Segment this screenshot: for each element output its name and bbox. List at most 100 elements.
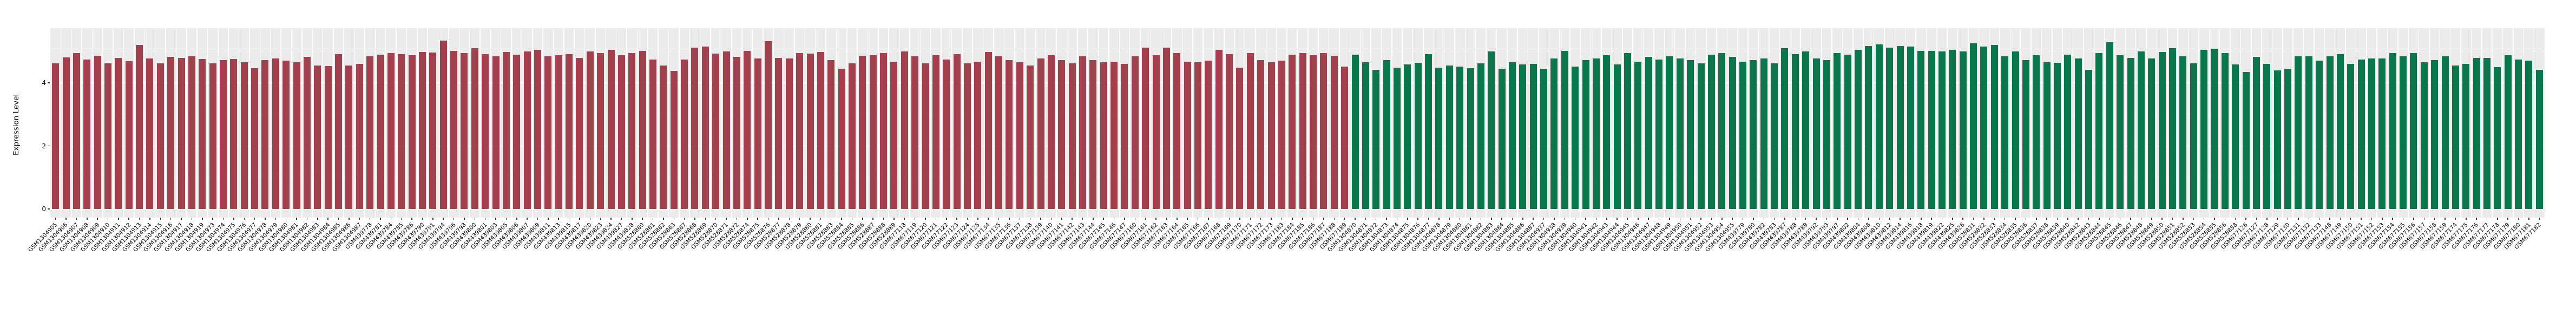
bar: [2211, 49, 2218, 209]
x-tick-mark: [621, 218, 622, 220]
vertical-gridline: [2030, 28, 2032, 218]
x-tick-mark: [1365, 218, 1366, 220]
x-tick-mark: [893, 218, 895, 220]
vertical-gridline: [1349, 28, 1351, 218]
vertical-gridline: [2052, 28, 2053, 218]
x-tick-mark: [1878, 218, 1880, 220]
vertical-gridline: [1464, 28, 1466, 218]
bar: [607, 50, 615, 209]
bar: [115, 57, 122, 209]
bar: [1362, 62, 1369, 209]
vertical-gridline: [615, 28, 617, 218]
x-tick-mark: [1029, 218, 1031, 220]
x-tick-mark: [2466, 218, 2467, 220]
x-tick-mark: [1250, 218, 1251, 220]
vertical-gridline: [1569, 28, 1570, 218]
bar: [2033, 55, 2040, 209]
x-tick-mark: [2067, 218, 2068, 220]
vertical-gridline: [941, 28, 942, 218]
x-tick-mark: [2078, 218, 2079, 220]
vertical-gridline: [1412, 28, 1414, 218]
x-tick-mark: [1994, 218, 1995, 220]
vertical-gridline: [2240, 28, 2242, 218]
vertical-gridline: [888, 28, 889, 218]
x-tick-mark: [495, 218, 496, 220]
vertical-gridline: [1077, 28, 1078, 218]
bar: [492, 56, 500, 209]
x-tick-mark: [2099, 218, 2100, 220]
bar: [1068, 63, 1076, 209]
bar: [1079, 56, 1086, 209]
vertical-gridline: [2429, 28, 2430, 218]
x-tick-mark: [1700, 218, 1701, 220]
vertical-gridline: [2314, 28, 2315, 218]
x-tick-mark: [2046, 218, 2047, 220]
vertical-gridline: [1548, 28, 1550, 218]
vertical-gridline: [511, 28, 512, 218]
vertical-gridline: [1475, 28, 1476, 218]
x-tick-mark: [2476, 218, 2477, 220]
x-tick-mark: [2193, 218, 2194, 220]
x-tick-mark: [2539, 218, 2540, 220]
x-tick-mark: [349, 218, 350, 220]
vertical-gridline: [532, 28, 533, 218]
vertical-gridline: [689, 28, 691, 218]
bar: [817, 52, 824, 209]
x-tick-mark: [1449, 218, 1450, 220]
bar: [2232, 64, 2239, 209]
x-tick-mark: [2318, 218, 2320, 220]
bar: [1823, 60, 1830, 209]
vertical-gridline: [2397, 28, 2398, 218]
bar: [408, 55, 416, 209]
plot-panel: [50, 28, 2545, 218]
x-tick-mark: [2455, 218, 2456, 220]
vertical-gridline: [1181, 28, 1183, 218]
bar: [1194, 62, 1202, 209]
vertical-gridline: [1968, 28, 1969, 218]
bar: [754, 58, 761, 209]
bar: [1100, 62, 1107, 209]
bar: [2117, 55, 2124, 209]
vertical-gridline: [479, 28, 481, 218]
vertical-gridline: [207, 28, 208, 218]
vertical-gridline: [2177, 28, 2178, 218]
bar: [461, 53, 468, 209]
vertical-gridline: [1800, 28, 1801, 218]
x-tick-mark: [694, 218, 695, 220]
vertical-gridline: [2439, 28, 2441, 218]
vertical-gridline: [1863, 28, 1864, 218]
x-tick-mark: [673, 218, 674, 220]
x-tick-mark: [244, 218, 245, 220]
vertical-gridline: [2230, 28, 2231, 218]
vertical-gridline: [2062, 28, 2063, 218]
vertical-gridline: [1653, 28, 1654, 218]
bar: [1299, 53, 1306, 209]
vertical-gridline: [1297, 28, 1298, 218]
bar: [1613, 64, 1621, 209]
vertical-gridline: [2324, 28, 2325, 218]
vertical-gridline: [500, 28, 502, 218]
x-tick-mark: [2015, 218, 2016, 220]
vertical-gridline: [668, 28, 669, 218]
bar: [2054, 62, 2061, 209]
vertical-gridline: [1328, 28, 1330, 218]
vertical-gridline: [2251, 28, 2252, 218]
y-tick-label: 2: [42, 142, 46, 150]
x-tick-mark: [558, 218, 559, 220]
vertical-gridline: [2156, 28, 2158, 218]
bar: [1707, 54, 1715, 209]
x-tick-mark: [2287, 218, 2289, 220]
bar: [1425, 54, 1432, 209]
x-tick-mark: [1983, 218, 1984, 220]
x-tick-mark: [55, 218, 56, 220]
vertical-gridline: [1936, 28, 1937, 218]
bar: [796, 53, 804, 209]
vertical-gridline: [81, 28, 82, 218]
x-tick-mark: [1805, 218, 1806, 220]
vertical-gridline: [196, 28, 198, 218]
bar: [439, 40, 447, 209]
x-tick-mark: [128, 218, 129, 220]
x-tick-mark: [1574, 218, 1576, 220]
vertical-gridline: [710, 28, 711, 218]
bar: [125, 61, 133, 209]
